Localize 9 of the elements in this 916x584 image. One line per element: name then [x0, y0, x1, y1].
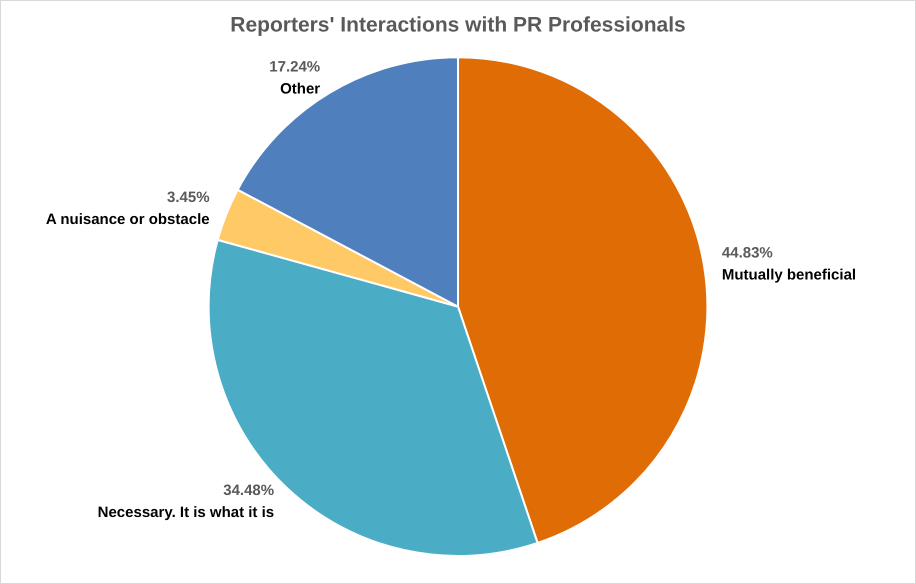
slice-label: Other [280, 80, 320, 98]
slice-label: Mutually beneficial [722, 266, 856, 284]
data-label: 17.24% [269, 58, 320, 76]
data-label: 44.83% [722, 244, 773, 262]
slice-label: Necessary. It is what it is [98, 504, 274, 521]
data-label: 34.48% [223, 482, 274, 499]
chart-title: Reporters' Interactions with PR Professionals [230, 13, 686, 36]
data-label: 3.45% [167, 188, 210, 206]
slice-label: A nuisance or obstacle [46, 210, 210, 228]
